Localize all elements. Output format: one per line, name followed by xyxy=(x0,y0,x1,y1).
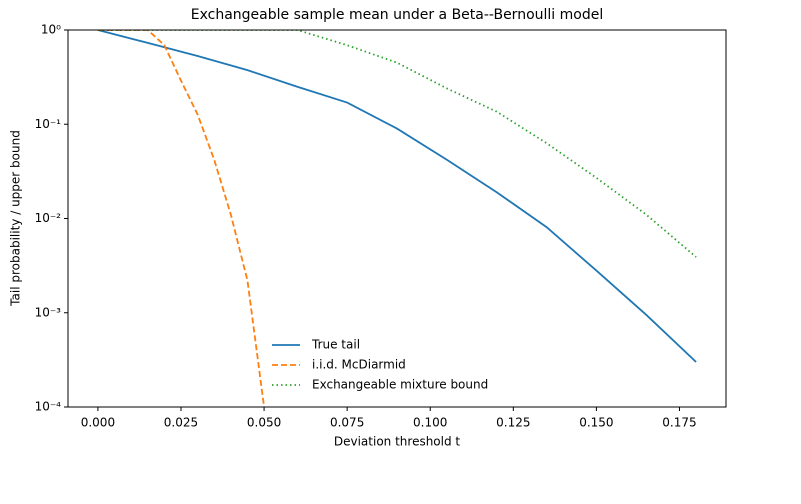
line xyxy=(97,30,265,407)
legend-label: i.i.d. McDiarmid xyxy=(312,358,406,372)
line xyxy=(97,30,697,258)
x-tick-label: 0.100 xyxy=(413,416,447,430)
x-axis-label: Deviation threshold t xyxy=(334,435,461,449)
y-tick-label: 10⁻³ xyxy=(35,305,62,319)
y-tick-label: 10⁰ xyxy=(41,23,61,37)
line xyxy=(97,30,697,363)
legend-label: Exchangeable mixture bound xyxy=(312,378,488,392)
y-tick-label: 10⁻² xyxy=(35,211,62,225)
plot-lines xyxy=(97,30,697,407)
x-tick-label: 0.050 xyxy=(247,416,281,430)
x-tick-label: 0.000 xyxy=(81,416,115,430)
x-tick-label: 0.125 xyxy=(496,416,530,430)
x-tick-label: 0.175 xyxy=(662,416,696,430)
y-tick-label: 10⁻¹ xyxy=(35,117,62,131)
plot-frame xyxy=(67,29,727,408)
x-tick-label: 0.025 xyxy=(164,416,198,430)
x-tick-label: 0.150 xyxy=(579,416,613,430)
y-axis-label: Tail probability / upper bound xyxy=(9,130,23,307)
chart-title: Exchangeable sample mean under a Beta--B… xyxy=(191,7,603,23)
legend-label: True tail xyxy=(311,338,360,352)
x-tick-label: 0.075 xyxy=(330,416,364,430)
y-tick-label: 10⁻⁴ xyxy=(35,400,62,414)
